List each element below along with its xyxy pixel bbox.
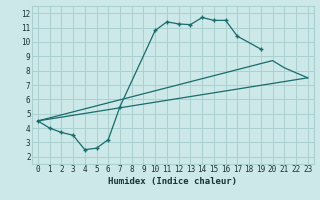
X-axis label: Humidex (Indice chaleur): Humidex (Indice chaleur)	[108, 177, 237, 186]
